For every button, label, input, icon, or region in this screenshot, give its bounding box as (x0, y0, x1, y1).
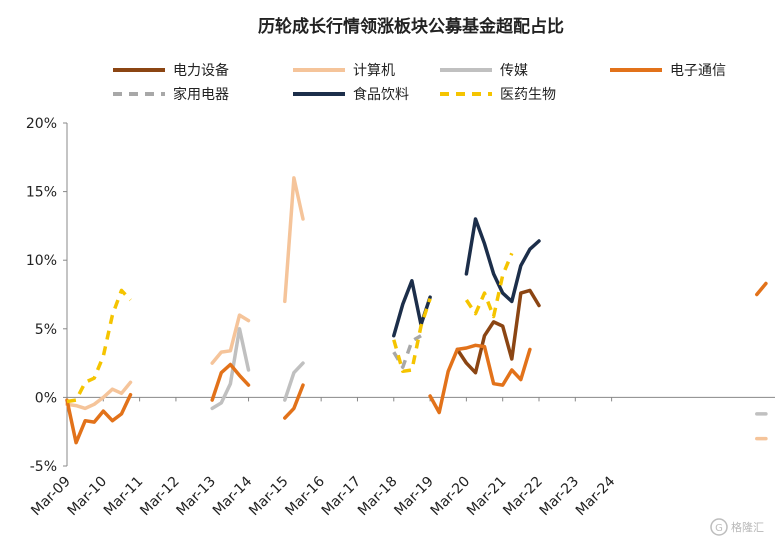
x-tick-label: Mar-13 (174, 474, 220, 520)
legend-item: 电力设备 (113, 62, 229, 79)
legend-label: 食品饮料 (353, 86, 409, 103)
legend-item: 食品饮料 (293, 86, 409, 103)
x-tick-label: Mar-15 (246, 474, 292, 520)
legend-item: 计算机 (293, 63, 395, 79)
legend-label: 电力设备 (173, 62, 229, 79)
x-tick-label: Mar-23 (537, 474, 583, 520)
legend-item: 电子通信 (610, 63, 726, 79)
series-line (283, 361, 305, 402)
series-line (65, 380, 133, 411)
series-传媒 (210, 327, 768, 416)
series-line (210, 327, 251, 411)
x-tick-label: Mar-10 (65, 474, 111, 520)
series-line (464, 217, 541, 304)
legend-item: 医药生物 (440, 87, 556, 103)
series-line (283, 383, 305, 420)
watermark: G 格隆汇 (710, 518, 764, 536)
legend-item: 家用电器 (113, 86, 229, 103)
legend-label: 计算机 (353, 63, 395, 79)
x-tick-label: Mar-11 (101, 474, 147, 520)
series-line (210, 362, 251, 402)
y-tick-label: 20% (26, 116, 57, 132)
series-line (65, 392, 133, 445)
x-tick-label: Mar-22 (500, 474, 546, 520)
series-layer (65, 176, 768, 445)
legend-item: 传媒 (440, 63, 528, 79)
series-line (428, 343, 532, 415)
series-医药生物 (66, 252, 514, 404)
x-tick-label: Mar-24 (573, 473, 619, 519)
series-line (66, 288, 132, 404)
x-tick-label: Mar-14 (210, 473, 256, 519)
y-tick-label: 10% (26, 253, 57, 269)
legend-label: 电子通信 (670, 63, 726, 79)
series-line (755, 281, 768, 297)
series-line (210, 313, 251, 365)
x-tick-label: Mar-16 (282, 473, 328, 519)
series-line (455, 288, 541, 375)
x-tick-label: Mar-21 (464, 474, 510, 520)
series-line (392, 279, 432, 338)
y-tick-label: -5% (30, 459, 57, 475)
series-line (392, 298, 432, 374)
x-tick-label: Mar-18 (355, 474, 401, 520)
x-tick-label: Mar-09 (28, 474, 74, 520)
series-line (283, 176, 305, 304)
y-tick-label: 5% (35, 322, 57, 338)
y-tick-label: 15% (26, 185, 57, 201)
legend-label: 传媒 (500, 63, 528, 79)
x-tick-label: Mar-19 (391, 474, 437, 520)
chart-title: 历轮成长行情领涨板块公募基金超配占比 (258, 16, 564, 37)
x-tick-label: Mar-12 (137, 474, 183, 520)
y-axis: -5% 0% 5% 10% 15% 20% (26, 116, 68, 475)
series-电子通信 (65, 281, 768, 445)
watermark-logo-icon (710, 518, 728, 536)
legend-label: 家用电器 (173, 86, 229, 103)
x-tick-label: Mar-17 (319, 474, 365, 520)
x-axis: Mar-09Mar-10Mar-11Mar-12Mar-13Mar-14Mar-… (28, 396, 775, 520)
legend-label: 医药生物 (500, 87, 556, 103)
x-tick-label: Mar-20 (428, 474, 474, 520)
watermark-logo-letter: G (715, 523, 723, 534)
watermark-text: 格隆汇 (731, 520, 764, 534)
series-计算机 (65, 176, 768, 441)
y-tick-label: 0% (35, 390, 57, 406)
series-电力设备 (455, 288, 541, 375)
series-line (464, 252, 514, 319)
